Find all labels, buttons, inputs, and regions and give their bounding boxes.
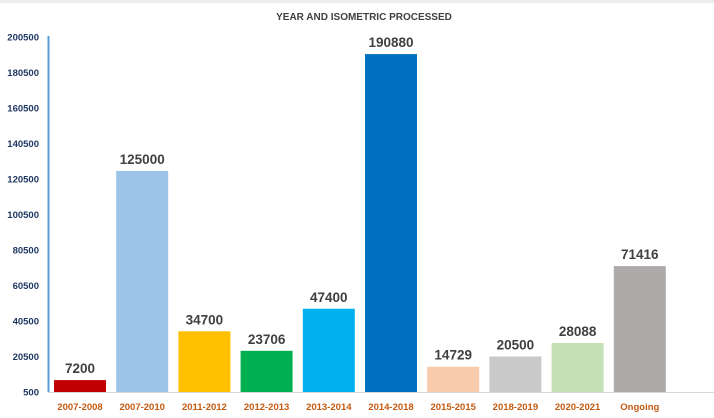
bar-2018-2019: [489, 356, 542, 392]
bar-2020-2021: [551, 343, 604, 392]
y-tick-label: 200500: [7, 33, 39, 44]
y-tick-label: 180500: [7, 68, 39, 79]
y-tick-label: 160500: [7, 104, 39, 115]
y-tick-label: 20500: [13, 352, 39, 363]
y-tick-label: 40500: [13, 317, 39, 328]
y-axis-ticks: 500 20500 40500 60500 80500 100500 120500 14050…: [7, 33, 39, 399]
bar-2013-2014: [302, 308, 355, 392]
x-tick-label: 2014-2018: [368, 402, 413, 413]
bar-2012-2013: [240, 350, 293, 392]
x-tick-label: 2013-2014: [306, 402, 352, 413]
bar-2007-2010: [116, 171, 169, 392]
x-tick-label: 2015-2015: [430, 402, 476, 413]
x-tick-label: 2007-2010: [119, 402, 164, 413]
y-tick-label: 120500: [7, 175, 39, 186]
y-tick-label: 500: [23, 388, 39, 399]
data-label: 47400: [310, 290, 348, 305]
y-tick-label: 140500: [7, 139, 39, 150]
bar-2011-2012: [178, 331, 231, 392]
data-label: 28088: [559, 324, 597, 339]
bar-2015-2015: [427, 366, 480, 392]
data-label: 34700: [186, 312, 224, 327]
data-label: 14729: [434, 348, 472, 363]
x-axis-ticks: 2007-2008 2007-2010 2011-2012 2012-2013 2013…: [57, 402, 659, 413]
bars: [54, 54, 666, 392]
x-tick-label: 2018-2019: [493, 402, 538, 413]
y-tick-label: 80500: [13, 246, 39, 257]
x-tick-label: Ongoing: [620, 402, 659, 413]
data-label: 7200: [65, 361, 95, 376]
data-labels: 7200 125000 34700 23706 47400 190880 14729 2050…: [65, 35, 659, 376]
x-tick-label: 2007-2008: [57, 402, 102, 413]
top-strip: [0, 0, 714, 3]
y-tick-label: 60500: [13, 281, 39, 292]
y-tick-label: 100500: [7, 210, 39, 221]
bar-2014-2018: [365, 54, 417, 392]
x-tick-label: 2012-2013: [244, 402, 289, 413]
data-label: 71416: [621, 247, 659, 262]
data-label: 20500: [497, 338, 535, 353]
data-label: 125000: [120, 152, 165, 167]
chart-title: YEAR AND ISOMETRIC PROCESSED: [276, 12, 452, 23]
x-tick-label: 2011-2012: [182, 402, 227, 413]
data-label: 23706: [248, 332, 286, 347]
bar-2007-2008: [54, 380, 106, 392]
bar-Ongoing: [613, 266, 666, 392]
data-label: 190880: [368, 35, 413, 50]
x-tick-label: 2020-2021: [555, 402, 601, 413]
